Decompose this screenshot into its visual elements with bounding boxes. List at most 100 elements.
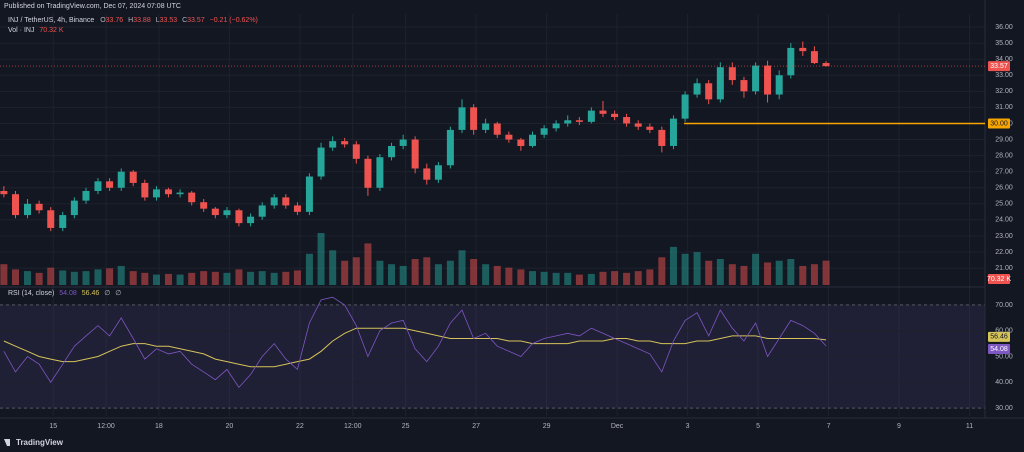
y-tick-label: 31.00: [995, 104, 1013, 111]
y-tick-label: 21.00: [995, 265, 1013, 272]
volume-bar: [200, 271, 208, 285]
volume-legend: Vol · INJ 70.32 K: [8, 27, 64, 34]
logo: [4, 439, 10, 446]
volume-bar: [35, 272, 43, 285]
y-tick-label: 34.00: [995, 56, 1013, 63]
candle-body: [623, 117, 631, 124]
ohlc-label: O: [100, 17, 106, 24]
level-tag: 30.00: [990, 120, 1008, 127]
candle-body: [0, 190, 8, 195]
volume-bar: [564, 272, 572, 285]
header: Published on TradingView.com, Dec 07, 20…: [4, 3, 181, 10]
candle-body: [587, 110, 595, 122]
volume-bar: [775, 260, 783, 285]
candle-body: [482, 123, 490, 130]
legend: INJ / TetherUS, 4h, Binance O33.76 H33.8…: [8, 17, 258, 24]
candle-body: [669, 118, 677, 146]
volume-bar: [388, 264, 396, 285]
x-tick-label: 20: [226, 423, 234, 430]
volume-bar: [329, 250, 337, 285]
rsi-tag: 54.08: [990, 346, 1008, 353]
candle-body: [528, 134, 536, 146]
volume-bar: [810, 264, 818, 285]
rsi-extra: ∅: [104, 290, 110, 297]
volume-bar: [740, 265, 748, 285]
candle-body: [705, 83, 713, 100]
y-tick-label: 24.00: [995, 217, 1013, 224]
candle-body: [12, 194, 20, 216]
volume-bar: [235, 269, 243, 285]
rsi-tick-label: 70.00: [995, 302, 1013, 309]
volume-bar: [493, 265, 501, 285]
candle-body: [317, 147, 325, 177]
candle-body: [470, 107, 478, 130]
volume-bar: [623, 272, 631, 285]
candle-body: [787, 47, 795, 76]
y-tick-label: 32.00: [995, 88, 1013, 95]
volume-bar: [352, 257, 360, 285]
y-tick-label: 29.00: [995, 136, 1013, 143]
ohlc-value: 33.88: [133, 17, 151, 24]
volume-bar: [470, 259, 478, 285]
volume-bar: [59, 270, 67, 285]
candle-body: [693, 83, 701, 95]
overlays: 15 12:00 18 20 22 12:00 25 27 29 Dec 3 5 7 9 11 21.00 22…: [0, 24, 1013, 430]
candle-body: [164, 189, 172, 195]
candle-body: [752, 65, 760, 92]
x-tick-label: 3: [686, 423, 690, 430]
volume-bar: [575, 274, 583, 285]
candle-body: [646, 126, 654, 130]
x-tick-label: 12:00: [97, 423, 115, 430]
candle-body: [716, 67, 724, 100]
rsi-tick-label: 40.00: [995, 379, 1013, 386]
candle-body: [47, 210, 55, 228]
rsi-line: [3, 296, 827, 389]
candle-body: [188, 192, 196, 203]
candle-body: [176, 192, 184, 195]
volume-bar: [282, 271, 290, 285]
volume-bar: [399, 265, 407, 285]
volume-bar: [599, 271, 607, 285]
rsi-value: 54.08: [59, 290, 77, 297]
volume-bar: [12, 269, 20, 285]
x-tick-label: 12:00: [344, 423, 362, 430]
candle-body: [599, 110, 607, 114]
candle-body: [411, 139, 419, 169]
candle-body: [23, 203, 31, 216]
candle-body: [82, 190, 90, 201]
last-price-tag: 33.57: [990, 63, 1008, 70]
candle-body: [434, 165, 442, 180]
candle-body: [305, 176, 313, 212]
volume-bar: [70, 271, 78, 285]
ohlc-label: C: [182, 17, 187, 24]
volume-bar: [482, 264, 490, 285]
candle-body: [493, 123, 501, 135]
volume-bar: [693, 252, 701, 285]
y-tick-label: 23.00: [995, 233, 1013, 240]
rsi-tag-bg: [988, 331, 1010, 342]
candle-body: [94, 181, 102, 191]
candle-body: [505, 134, 513, 140]
rsi-ma-line: [3, 327, 827, 368]
volume-bar: [681, 253, 689, 285]
candle-body: [728, 67, 736, 81]
x-tick-label: 29: [543, 423, 551, 430]
candle-body: [611, 113, 619, 118]
candle-body: [117, 171, 125, 188]
y-tick-label: 27.00: [995, 169, 1013, 176]
plot: [0, 41, 830, 389]
candle-body: [258, 205, 266, 217]
grid: [0, 14, 985, 416]
volume-bar: [152, 274, 160, 285]
x-tick-label: 7: [827, 423, 831, 430]
volume-bar: [188, 272, 196, 285]
volume-bar: [505, 267, 513, 285]
volume-bar: [23, 271, 31, 285]
rsi-tick-label: 30.00: [995, 405, 1013, 412]
volume-bar: [764, 262, 772, 285]
candle-body: [446, 129, 454, 166]
ohlc-value: 33.76: [106, 17, 124, 24]
candle-body: [152, 189, 160, 198]
x-tick-label: 22: [296, 423, 304, 430]
y-tick-label: 22.00: [995, 249, 1013, 256]
